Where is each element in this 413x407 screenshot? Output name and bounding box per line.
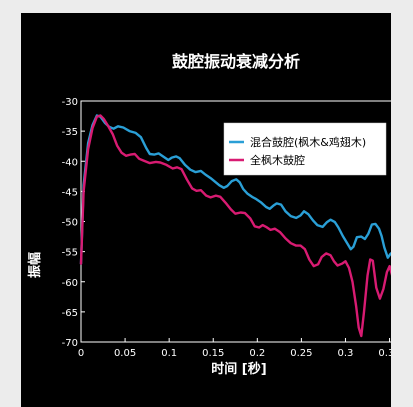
x-tick-label: 0.1	[161, 348, 177, 359]
legend-label-maple: 全枫木鼓腔	[250, 153, 305, 167]
x-tick-label: 0.35	[378, 348, 391, 359]
series-line-mixed	[79, 114, 391, 265]
x-tick-label: 0.05	[114, 348, 136, 359]
series-layer	[79, 114, 391, 338]
legend-label-mixed: 混合鼓腔(枫木&鸡翅木)	[250, 135, 366, 149]
y-axis-title: 振幅	[27, 252, 43, 278]
x-tick-label: 0.3	[338, 348, 354, 359]
y-axis: -70 -65 -60 -55 -50 -45 -40 -35 -30	[62, 97, 85, 349]
legend: 混合鼓腔(枫木&鸡翅木) 全枫木鼓腔	[223, 122, 387, 176]
x-tick-label: 0	[78, 348, 84, 359]
chart-title: 鼓腔振动衰减分析	[172, 52, 300, 71]
x-axis: 0 0.05 0.1 0.15 0.2 0.25 0.3 0.35	[78, 338, 391, 359]
x-tick-label: 0.25	[290, 348, 312, 359]
x-tick-label: 0.2	[249, 348, 265, 359]
chart-canvas: 鼓腔振动衰减分析 -70 -65 -60 -55 -50 -45 -40 -35 -30 0 0.…	[21, 13, 391, 407]
y-tick-label: -30	[62, 97, 78, 108]
chart-panel: 鼓腔振动衰减分析 -70 -65 -60 -55 -50 -45 -40 -35 -30 0 0.…	[21, 13, 391, 407]
legend-box	[223, 122, 387, 176]
series-line-maple	[79, 114, 391, 338]
y-tick-label: -65	[62, 308, 78, 319]
y-tick-label: -70	[62, 338, 78, 349]
y-tick-label: -35	[62, 127, 78, 138]
y-tick-label: -55	[62, 248, 78, 259]
y-tick-label: -40	[62, 157, 78, 168]
y-tick-label: -50	[62, 218, 78, 229]
x-axis-title: 时间 [秒]	[211, 361, 266, 377]
y-tick-label: -60	[62, 278, 78, 289]
x-tick-label: 0.15	[202, 348, 224, 359]
y-tick-label: -45	[62, 187, 78, 198]
